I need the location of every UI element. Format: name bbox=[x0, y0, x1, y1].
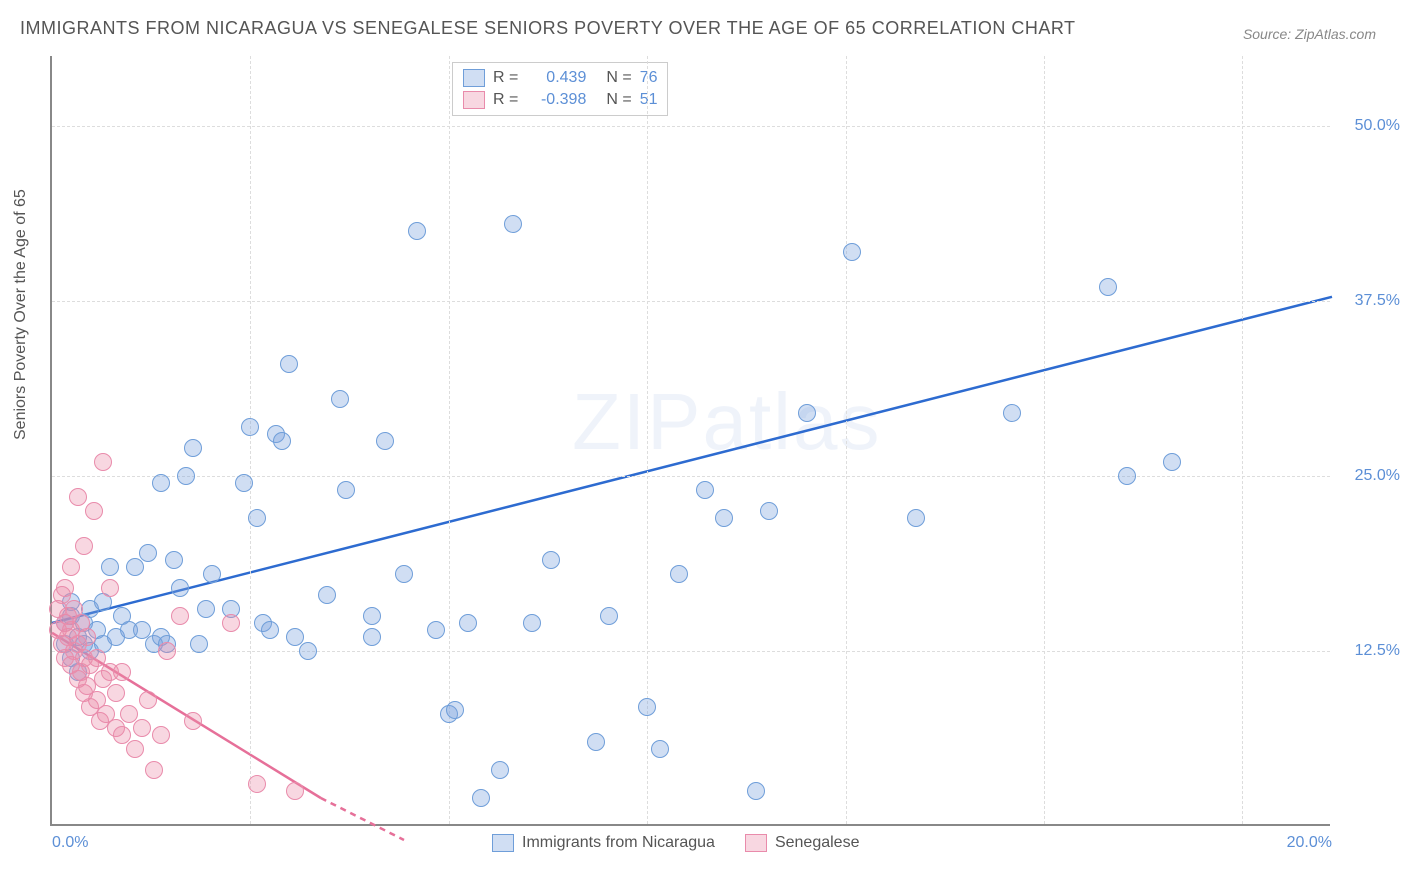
scatter-point bbox=[1099, 278, 1117, 296]
scatter-point bbox=[376, 432, 394, 450]
scatter-point bbox=[261, 621, 279, 639]
scatter-point bbox=[101, 558, 119, 576]
y-tick-label: 37.5% bbox=[1340, 292, 1400, 310]
scatter-point bbox=[190, 635, 208, 653]
y-tick-label: 12.5% bbox=[1340, 642, 1400, 660]
scatter-point bbox=[235, 474, 253, 492]
scatter-point bbox=[337, 481, 355, 499]
scatter-point bbox=[126, 740, 144, 758]
legend-label: Immigrants from Nicaragua bbox=[522, 834, 715, 852]
chart-plot-area: ZIPatlas R =0.439N =76R =-0.398N =51 Imm… bbox=[50, 56, 1330, 826]
scatter-point bbox=[696, 481, 714, 499]
scatter-point bbox=[459, 614, 477, 632]
chart-title: IMMIGRANTS FROM NICARAGUA VS SENEGALESE … bbox=[20, 18, 1076, 39]
scatter-point bbox=[203, 565, 221, 583]
scatter-point bbox=[600, 607, 618, 625]
scatter-point bbox=[126, 558, 144, 576]
legend-item: Senegalese bbox=[745, 834, 860, 852]
scatter-point bbox=[587, 733, 605, 751]
scatter-point bbox=[62, 558, 80, 576]
scatter-point bbox=[248, 509, 266, 527]
scatter-point bbox=[670, 565, 688, 583]
scatter-point bbox=[248, 775, 266, 793]
scatter-point bbox=[1118, 467, 1136, 485]
scatter-point bbox=[145, 761, 163, 779]
scatter-point bbox=[331, 390, 349, 408]
scatter-point bbox=[395, 565, 413, 583]
scatter-point bbox=[299, 642, 317, 660]
trend-line bbox=[321, 798, 404, 840]
scatter-point bbox=[747, 782, 765, 800]
gridline-vertical bbox=[1242, 56, 1243, 824]
scatter-point bbox=[427, 621, 445, 639]
scatter-point bbox=[241, 418, 259, 436]
legend-swatch bbox=[492, 834, 514, 852]
y-axis-label: Seniors Poverty Over the Age of 65 bbox=[12, 189, 30, 440]
scatter-point bbox=[651, 740, 669, 758]
scatter-point bbox=[280, 355, 298, 373]
scatter-point bbox=[165, 551, 183, 569]
scatter-point bbox=[273, 432, 291, 450]
trend-line bbox=[52, 297, 1332, 623]
gridline-vertical bbox=[250, 56, 251, 824]
scatter-point bbox=[472, 789, 490, 807]
scatter-point bbox=[139, 544, 157, 562]
chart-svg-layer bbox=[52, 56, 1330, 824]
scatter-point bbox=[408, 222, 426, 240]
legend-item: Immigrants from Nicaragua bbox=[492, 834, 715, 852]
scatter-point bbox=[1163, 453, 1181, 471]
scatter-point bbox=[286, 782, 304, 800]
scatter-point bbox=[152, 474, 170, 492]
scatter-point bbox=[363, 607, 381, 625]
scatter-point bbox=[171, 607, 189, 625]
scatter-point bbox=[638, 698, 656, 716]
y-tick-label: 25.0% bbox=[1340, 467, 1400, 485]
scatter-point bbox=[197, 600, 215, 618]
scatter-point bbox=[75, 537, 93, 555]
scatter-point bbox=[94, 453, 112, 471]
scatter-point bbox=[133, 719, 151, 737]
scatter-point bbox=[139, 691, 157, 709]
scatter-point bbox=[523, 614, 541, 632]
y-tick-label: 50.0% bbox=[1340, 117, 1400, 135]
gridline-horizontal bbox=[52, 651, 1330, 652]
scatter-point bbox=[843, 243, 861, 261]
scatter-point bbox=[113, 663, 131, 681]
gridline-horizontal bbox=[52, 301, 1330, 302]
scatter-point bbox=[222, 614, 240, 632]
scatter-point bbox=[446, 701, 464, 719]
legend-swatch bbox=[745, 834, 767, 852]
scatter-point bbox=[760, 502, 778, 520]
scatter-point bbox=[177, 467, 195, 485]
x-tick-label: 0.0% bbox=[52, 834, 88, 852]
legend-label: Senegalese bbox=[775, 834, 860, 852]
series-legend: Immigrants from Nicaragua Senegalese bbox=[492, 834, 859, 852]
scatter-point bbox=[1003, 404, 1021, 422]
gridline-vertical bbox=[846, 56, 847, 824]
scatter-point bbox=[171, 579, 189, 597]
scatter-point bbox=[101, 579, 119, 597]
scatter-point bbox=[715, 509, 733, 527]
scatter-point bbox=[56, 579, 74, 597]
scatter-point bbox=[798, 404, 816, 422]
source-attribution: Source: ZipAtlas.com bbox=[1243, 26, 1376, 42]
scatter-point bbox=[184, 712, 202, 730]
scatter-point bbox=[158, 642, 176, 660]
x-tick-label: 20.0% bbox=[1287, 834, 1332, 852]
scatter-point bbox=[78, 628, 96, 646]
scatter-point bbox=[363, 628, 381, 646]
scatter-point bbox=[907, 509, 925, 527]
scatter-point bbox=[152, 726, 170, 744]
scatter-point bbox=[107, 684, 125, 702]
scatter-point bbox=[318, 586, 336, 604]
scatter-point bbox=[542, 551, 560, 569]
scatter-point bbox=[69, 488, 87, 506]
scatter-point bbox=[184, 439, 202, 457]
gridline-horizontal bbox=[52, 126, 1330, 127]
scatter-point bbox=[491, 761, 509, 779]
gridline-vertical bbox=[1044, 56, 1045, 824]
scatter-point bbox=[85, 502, 103, 520]
scatter-point bbox=[504, 215, 522, 233]
